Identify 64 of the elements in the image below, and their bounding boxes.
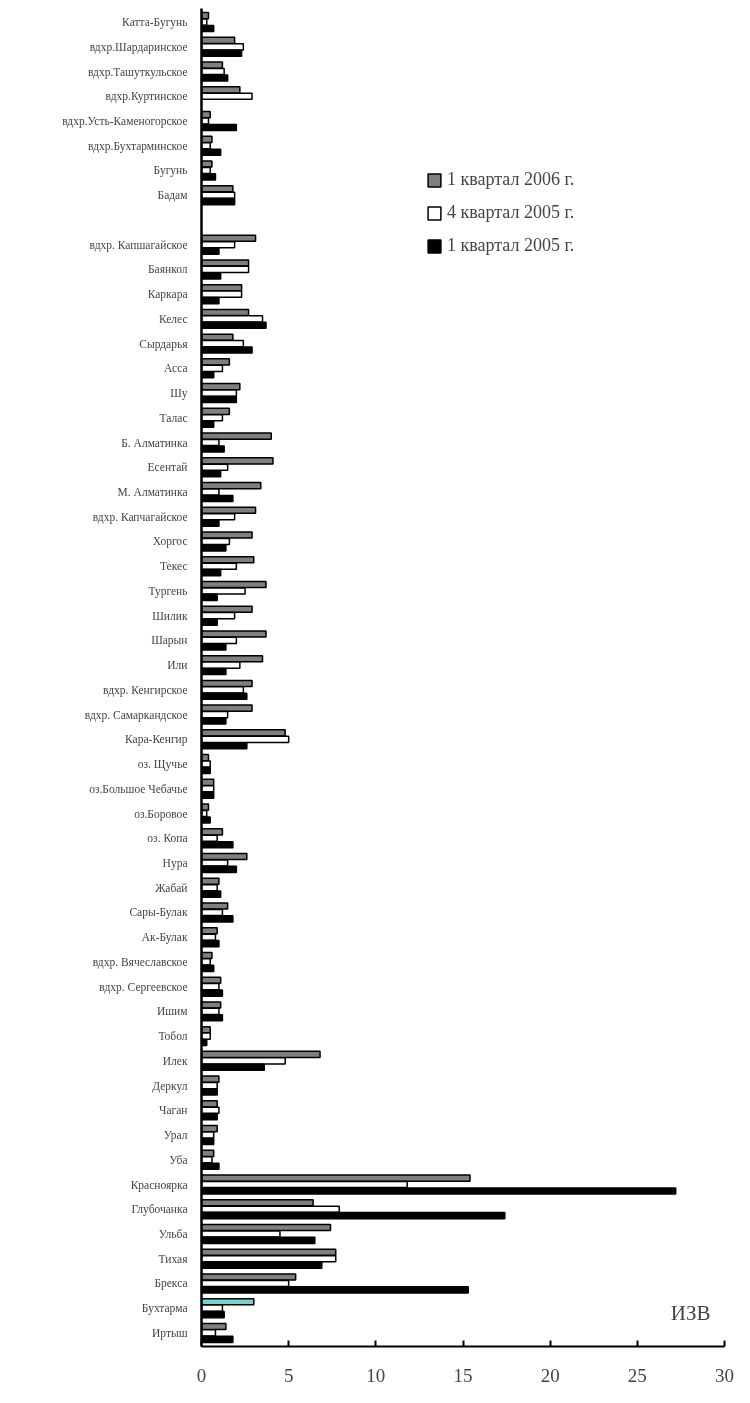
- y-tick-label: Бугунь: [153, 164, 188, 178]
- y-tick-label: вдхр. Кенгирское: [103, 683, 188, 697]
- y-tick-label: Сырдарья: [139, 337, 189, 351]
- y-tick-label: Нура: [162, 856, 188, 870]
- y-tick-label: оз. Щучье: [137, 758, 188, 772]
- y-tick-label: Красноярка: [130, 1178, 188, 1192]
- y-tick-label: Текес: [160, 560, 188, 573]
- y-tick-label: вдхр.Шардаринское: [89, 40, 188, 54]
- y-tick-label: вдхр. Капчагайское: [92, 510, 188, 524]
- y-tick-label: Уба: [169, 1153, 188, 1166]
- y-tick-label: Тихая: [158, 1252, 189, 1265]
- x-tick-label: 20: [540, 1364, 560, 1386]
- y-tick-label: вдхр. Сергеевское: [99, 980, 188, 994]
- y-tick-label: Иртыш: [151, 1326, 188, 1340]
- y-tick-label: Каркара: [147, 288, 188, 302]
- y-tick-label: вдхр. Капшагайское: [89, 238, 188, 252]
- y-tick-label: Б. Алматинка: [121, 436, 188, 449]
- y-tick-label: Асса: [164, 362, 188, 375]
- y-tick-label: оз.Боровое: [134, 807, 188, 821]
- legend-label: 1 квартал 2005 г.: [447, 235, 575, 256]
- x-axis-title: ИЗВ: [670, 1300, 711, 1325]
- x-tick-label: 15: [453, 1364, 473, 1386]
- y-tick-label: Шилик: [152, 609, 188, 622]
- x-tick-label: 5: [283, 1364, 294, 1386]
- legend-label: 4 квартал 2005 г.: [447, 202, 575, 223]
- y-tick-label: Хоргос: [152, 535, 188, 549]
- y-tick-label: Чаган: [158, 1104, 188, 1117]
- y-tick-label: Деркул: [152, 1079, 188, 1093]
- y-tick-label: Шу: [170, 387, 188, 401]
- y-tick-label: Или: [167, 659, 188, 672]
- y-tick-label: оз. Копа: [147, 832, 188, 845]
- y-tick-label: Сары-Булак: [129, 906, 188, 920]
- y-tick-label: Катта-Бугунь: [122, 16, 188, 30]
- y-tick-label: Талас: [159, 411, 188, 424]
- y-tick-label: Кара-Кенгир: [125, 733, 188, 747]
- y-tick-label: вдхр.Куртинское: [105, 90, 188, 104]
- y-tick-label: Есентай: [147, 461, 188, 474]
- y-tick-label: Глубочанка: [131, 1203, 188, 1217]
- legend-label: 1 квартал 2006 г.: [447, 169, 575, 190]
- y-tick-label: Баянкол: [148, 263, 188, 276]
- y-tick-label: Ишим: [156, 1005, 189, 1018]
- y-tick-label: Келес: [158, 312, 188, 325]
- y-tick-label: Жабай: [155, 881, 188, 894]
- y-tick-label: вдхр.Усть-Каменогорское: [62, 115, 188, 129]
- y-tick-label: вдхр.Бухтарминское: [88, 139, 188, 153]
- y-tick-label: Шарын: [151, 634, 188, 648]
- y-tick-label: Илек: [162, 1054, 188, 1067]
- y-tick-label: вдхр. Вячеславское: [92, 955, 188, 969]
- y-tick-label: Урал: [163, 1129, 188, 1143]
- y-tick-label: Ак-Булак: [141, 931, 188, 945]
- x-tick-label: 0: [196, 1364, 207, 1386]
- y-tick-label: Бадам: [157, 189, 189, 203]
- x-tick-label: 30: [715, 1364, 734, 1386]
- y-tick-label: оз.Большое Чебачье: [89, 782, 188, 795]
- y-tick-label: Бухтарма: [141, 1302, 188, 1316]
- y-tick-label: Тургень: [148, 584, 188, 598]
- y-tick-label: вдхр. Самаркандское: [84, 708, 188, 722]
- y-tick-label: Ульба: [158, 1227, 188, 1240]
- y-tick-label: Брекса: [154, 1277, 188, 1291]
- x-tick-label: 10: [366, 1364, 386, 1386]
- y-tick-label: М. Алматинка: [117, 486, 188, 499]
- y-tick-label: вдхр.Ташуткульское: [87, 65, 188, 79]
- x-tick-label: 25: [627, 1364, 647, 1386]
- y-tick-label: Тобол: [158, 1030, 188, 1043]
